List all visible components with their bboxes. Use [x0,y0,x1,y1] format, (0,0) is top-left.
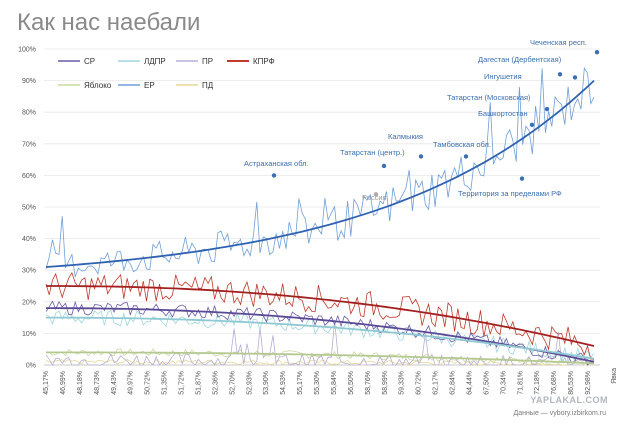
series-line-КПРФ [45,271,595,360]
annotation-label: Татарстан (центр.) [340,148,405,157]
annotation-label: Калмыкия [388,132,423,141]
annotation-label: Территория за пределами РФ [458,189,562,198]
legend-label: Яблоко [84,81,112,90]
x-tick-label: 50,72% [145,371,152,395]
legend-label: ПР [202,57,213,66]
source-note: Данные — vybory.izbirkom.ru [514,410,607,417]
trend-line-ЕР [45,79,595,268]
y-tick-label: 80% [22,110,36,117]
trend-line-ЛДПР [46,316,595,360]
series-line-ПР [45,320,595,367]
annotations: Астраханская обл. Россия Татарстан (центр.… [244,38,600,202]
y-tick-label: 10% [22,331,36,338]
x-tick-label: 52,70% [229,371,236,395]
legend: СР ЛДПР ПР КПРФ Яблоко ЕР ПД [58,57,275,90]
x-tick-label: 86,53% [568,371,575,395]
x-tick-label: 62,17% [433,371,440,395]
annotation-point [572,75,578,80]
y-tick-label: 100% [18,47,36,54]
watermark: YAPLAKAL.COM [530,395,608,405]
x-tick-label: 49,43% [111,371,118,395]
annotation-point [373,192,379,197]
y-tick-label: 90% [22,78,36,85]
x-tick-label: 48,18% [77,371,84,395]
x-tick-label: 67,50% [483,371,490,395]
annotation-label: Тамбовская обл. [433,140,491,149]
x-tick-label: 55,30% [314,371,321,395]
x-axis-label: Явка [611,368,618,384]
series-line-ПД [45,358,595,366]
legend-label: СР [84,57,95,66]
x-axis: 45,17% 46,99% 48,18% 48,73% 49,43% 49,97% 50,7… [43,371,592,395]
x-tick-label: 55,17% [297,371,304,395]
annotation-point [381,163,387,169]
x-tick-label: 51,35% [162,371,169,395]
legend-label: КПРФ [253,57,275,66]
x-tick-label: 76,68% [551,371,558,395]
x-tick-label: 56,50% [348,371,355,395]
annotation-point [557,72,563,77]
y-tick-label: 60% [22,173,36,180]
annotation-point [271,173,277,178]
x-tick-label: 72,18% [534,371,541,395]
x-tick-label: 46,99% [60,371,67,395]
x-tick-label: 62,84% [450,371,457,395]
x-tick-label: 48,73% [94,371,101,395]
x-tick-label: 60,72% [416,371,423,395]
y-tick-label: 50% [22,205,36,212]
y-tick-label: 0% [26,363,36,370]
annotation-label: Астраханская обл. [244,159,309,168]
x-tick-label: 52,36% [212,371,219,395]
y-axis: 0% 10% 20% 30% 40% 50% 60% 70% 80% 90% 100% [18,47,36,370]
x-tick-label: 52,93% [246,371,253,395]
x-tick-label: 92,98% [585,371,592,395]
trend-lines [45,79,595,365]
annotation-point [544,106,550,112]
legend-label: ЛДПР [144,57,166,66]
y-tick-label: 30% [22,268,36,275]
x-tick-label: 70,34% [500,371,507,395]
y-tick-label: 20% [22,299,36,306]
x-tick-label: 55,84% [331,371,338,395]
x-tick-label: 64,44% [466,371,473,395]
x-tick-label: 58,99% [382,371,389,395]
x-tick-label: 51,72% [179,371,186,395]
annotation-point [463,154,469,159]
x-tick-label: 54,93% [280,371,287,395]
annotation-point [594,49,600,55]
legend-label: ЕР [144,81,155,90]
annotation-label: Дагестан (Дербентская) [478,55,562,64]
x-tick-label: 71,81% [517,371,524,395]
annotation-label: Чеченская респ. [530,38,587,47]
annotation-label: Татарстан (Московская) [447,93,531,102]
legend-label: ПД [202,81,214,90]
x-tick-label: 49,97% [128,371,135,395]
x-tick-label: 59,33% [399,371,406,395]
x-tick-label: 51,87% [195,371,202,395]
annotation-label: Ингушетия [484,72,522,81]
y-tick-label: 40% [22,236,36,243]
chart-title: Как нас наебали [17,9,200,36]
annotation-label: Россия [362,193,387,202]
x-tick-label: 45,17% [43,371,50,395]
annotation-point [519,176,525,181]
trend-line-Яблоко [46,351,595,365]
annotation-point [418,154,424,159]
annotation-label: Башкортостан [478,109,528,118]
grid [44,48,600,366]
series-lines [45,67,595,367]
x-tick-label: 53,90% [263,371,270,395]
x-tick-label: 58,76% [365,371,372,395]
trend-line-СР [46,307,595,363]
annotation-point [529,122,535,128]
trend-line-КПРФ [46,285,595,347]
series-line-ЕР [45,67,595,278]
y-tick-label: 70% [22,141,36,148]
